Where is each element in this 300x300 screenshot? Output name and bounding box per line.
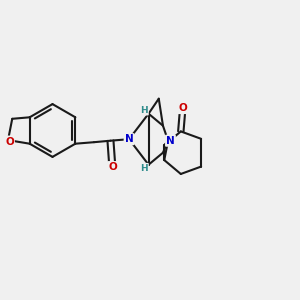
- Text: N: N: [125, 134, 134, 144]
- Text: O: O: [5, 136, 14, 147]
- Text: H: H: [140, 164, 148, 173]
- Text: O: O: [108, 162, 117, 172]
- Text: O: O: [178, 103, 187, 113]
- Text: N: N: [166, 136, 175, 146]
- Text: H: H: [140, 106, 148, 115]
